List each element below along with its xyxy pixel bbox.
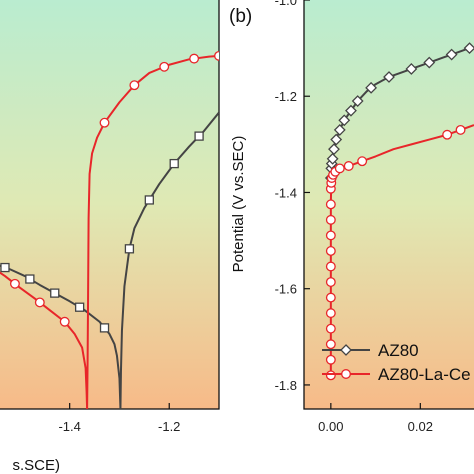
panel-b-series-1-marker-20 <box>442 129 453 140</box>
panel-b-series-layer <box>324 42 474 381</box>
panel-b-series-0 <box>324 42 474 184</box>
panel-b-x-tick-label-0: 0.00 <box>318 419 343 434</box>
panel-b-series-1-marker-18 <box>343 161 354 171</box>
legend-label-1: AZ80-La-Ce <box>378 365 471 384</box>
panel-a-series-layer <box>0 50 219 409</box>
panel-b-series-0-marker-10 <box>365 81 378 94</box>
panel-b-series-0-marker-9 <box>351 95 364 107</box>
panel-a-series-1-marker-2 <box>34 297 45 308</box>
panel-b-series-1-marker-2 <box>325 339 336 350</box>
panel-a-series-1-marker-5 <box>129 80 140 91</box>
panel-b-series-1-marker-3 <box>325 323 336 334</box>
panel-b-y-axis-title: Potential (V vs.SEC) <box>230 136 247 273</box>
panel-a-series-0-marker-1 <box>25 274 35 284</box>
panel-a-series-0 <box>0 111 219 409</box>
panel-a-series-1-marker-6 <box>159 61 170 72</box>
panel-b-y-tick-label-1: -1.6 <box>275 282 297 297</box>
panel-b-y-tick-label-2: -1.4 <box>275 185 297 200</box>
panel-b-series-0-marker-14 <box>445 48 458 61</box>
panel-a-series-1-marker-1 <box>9 278 20 289</box>
panel-a-series-1-marker-7 <box>189 53 200 64</box>
panel-a-axis-layer: -1.4 -1.2 <box>58 403 180 434</box>
panel-b-series-1-marker-1 <box>325 354 336 365</box>
panel-b-axis-layer: 0.00 0.02 -1.8 -1.6 -1.4 -1.2 -1.0 <box>275 0 433 434</box>
panel-b-series-0-marker-13 <box>423 56 436 69</box>
panel-b-series-1-marker-5 <box>325 292 336 303</box>
panel-b-series-1-marker-21 <box>455 124 466 135</box>
panel-b-y-tick-label-0: -1.8 <box>275 378 297 393</box>
panel-b-series-1-marker-8 <box>325 246 336 256</box>
panel-b-series-1-marker-4 <box>325 308 336 319</box>
panel-b-series-0-marker-3 <box>326 152 339 165</box>
panel-b-series-0-marker-7 <box>338 114 351 127</box>
panel-a-series-0-marker-2 <box>50 288 60 298</box>
legend-entry-0: AZ80 <box>322 341 419 360</box>
panel-b-series-1 <box>325 124 474 381</box>
panel-b-y-tick-label-4: -1.0 <box>275 0 297 8</box>
legend-0-marker-0 <box>340 344 352 356</box>
panel-b-series-0-marker-6 <box>333 123 346 136</box>
panel-a-series-0-marker-6 <box>144 195 154 205</box>
panel-b-series-0-marker-8 <box>345 104 357 117</box>
panel-a-series-0-marker-4 <box>99 323 110 333</box>
panel-b-series-0-marker-15 <box>463 42 474 55</box>
panel-b-series-1-marker-9 <box>325 230 336 241</box>
panel-a-x-tick-label-1: -1.2 <box>158 419 180 434</box>
panel-a-series-1-marker-8 <box>214 50 219 61</box>
panel-b-series-0-marker-4 <box>328 143 340 156</box>
legend-label-0: AZ80 <box>378 341 419 360</box>
panel-b-label: (b) <box>229 6 252 27</box>
panel-b-series-1-marker-10 <box>325 214 336 225</box>
panel-a-x-axis-title: s.SCE) <box>12 457 60 474</box>
panel-a-series-0-marker-7 <box>169 158 179 169</box>
panel-b-series-1-marker-11 <box>325 199 336 210</box>
panel-b-series-0-marker-5 <box>330 133 343 146</box>
panel-b-series-1-marker-7 <box>325 261 336 272</box>
panel-b-series-1-marker-6 <box>325 277 336 287</box>
panel-b-series-1-marker-19 <box>357 156 368 167</box>
panel-a-series-0-marker-0 <box>0 262 10 273</box>
panel-a-series-1 <box>0 50 219 409</box>
panel-b-x-tick-label-1: 0.02 <box>408 419 433 434</box>
panel-a-series-0-marker-3 <box>74 302 85 312</box>
legend-entry-1: AZ80-La-Ce <box>322 365 471 384</box>
panel-b-series-0-marker-12 <box>405 63 418 75</box>
panel-b-series-1-marker-17 <box>334 163 345 174</box>
panel-a-series-1-marker-3 <box>59 316 70 327</box>
legend-1-marker-0 <box>341 369 351 379</box>
panel-a-plot-area <box>0 0 220 410</box>
panel-a-series-1-line <box>0 54 219 409</box>
panel-a-series-0-marker-8 <box>194 131 204 141</box>
panel-b-legend: AZ80 AZ80-La-Ce <box>322 341 471 384</box>
panel-a-series-1-marker-4 <box>99 117 110 128</box>
panel-b: 0.00 0.02 -1.8 -1.6 -1.4 -1.2 -1.0 (b) Potenti… <box>229 0 474 434</box>
panel-b-y-tick-label-3: -1.2 <box>275 89 297 104</box>
panel-a: -1.4 -1.2 s.SCE) <box>0 0 220 474</box>
panel-a-x-tick-label-0: -1.4 <box>58 419 80 434</box>
panel-b-series-0-marker-11 <box>383 71 395 83</box>
panel-b-series-1-marker-0 <box>325 370 336 381</box>
panel-a-series-0-marker-5 <box>124 244 135 254</box>
